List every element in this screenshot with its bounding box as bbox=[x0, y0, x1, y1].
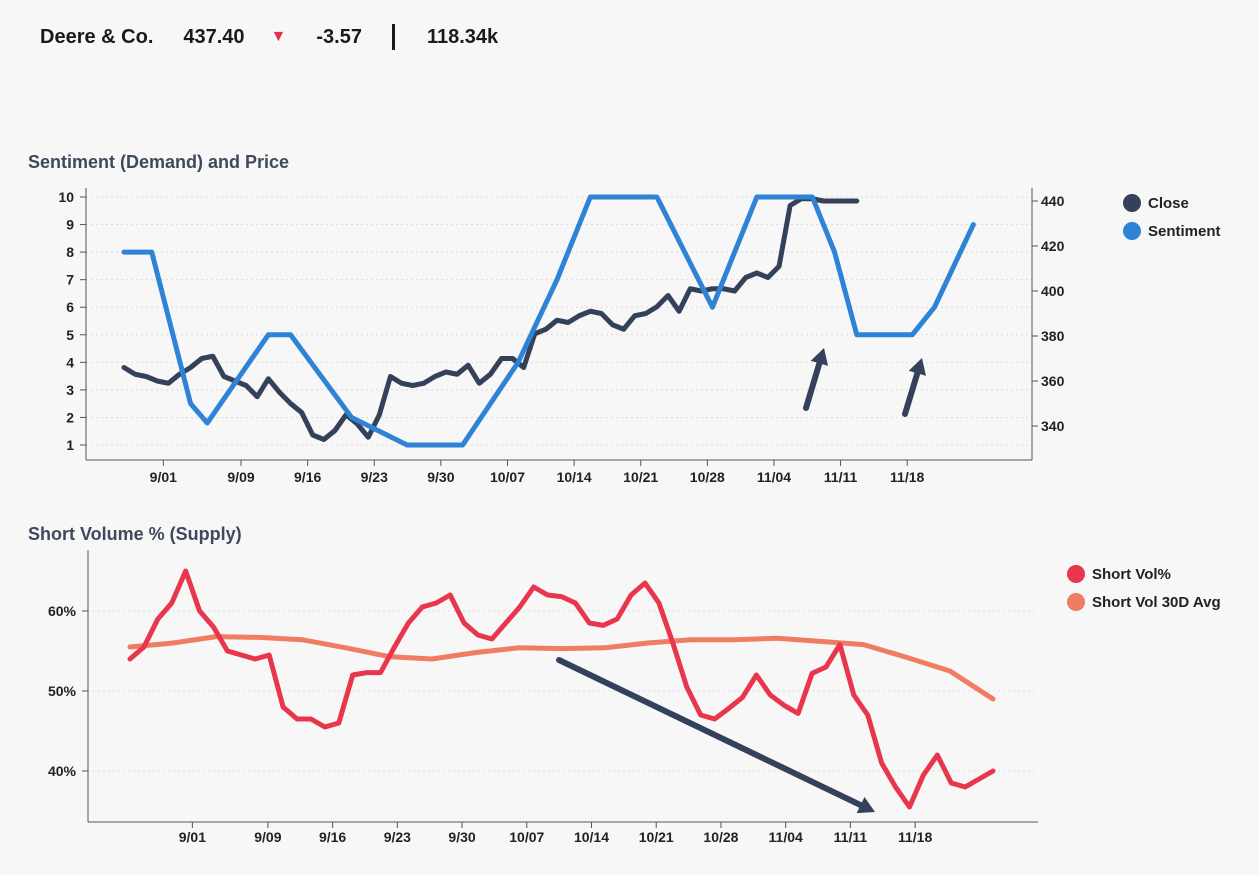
y-right-tick-label: 440 bbox=[1041, 193, 1065, 209]
x-tick-label: 9/09 bbox=[227, 469, 254, 485]
x-tick-label: 11/04 bbox=[769, 829, 803, 845]
down-triangle-icon: ▼ bbox=[270, 28, 287, 45]
last-price: 437.40 bbox=[183, 25, 245, 48]
y-left-tick-label: 8 bbox=[66, 244, 74, 260]
volume: 118.34k bbox=[426, 25, 499, 48]
x-tick-label: 11/11 bbox=[824, 469, 858, 485]
y-left-tick-label: 7 bbox=[66, 272, 74, 288]
x-tick-label: 10/14 bbox=[574, 829, 609, 845]
y-left-tick-label: 10 bbox=[58, 189, 74, 205]
y-left-tick-label: 3 bbox=[66, 382, 74, 398]
annotation-arrow-2-head bbox=[908, 358, 926, 376]
annotation-arrow-down bbox=[556, 657, 875, 814]
y-tick-label: 50% bbox=[48, 683, 77, 699]
x-tick-label: 9/16 bbox=[294, 469, 321, 485]
x-tick-label: 11/18 bbox=[898, 829, 932, 845]
y-left-tick-label: 1 bbox=[66, 437, 74, 453]
x-tick-label: 11/18 bbox=[890, 469, 924, 485]
annotation-arrow-2-shaft bbox=[902, 370, 921, 417]
short-volume-chart-title: Short Volume % (Supply) bbox=[28, 524, 242, 544]
y-left-tick-label: 2 bbox=[66, 409, 74, 425]
legend-label: Sentiment bbox=[1148, 223, 1221, 240]
y-right-tick-label: 340 bbox=[1041, 418, 1065, 434]
short-volume-chart: 40% 50% 60% 9/01 9/09 9/16 9/23 9/30 10/07 10/14 1… bbox=[48, 550, 1221, 845]
x-tick-label: 9/30 bbox=[448, 829, 475, 845]
x-tick-label: 11/11 bbox=[834, 829, 868, 845]
sentiment-series-line bbox=[121, 194, 976, 448]
ticker-header: Deere & Co. 437.40 ▼ -3.57 118.34k bbox=[40, 24, 498, 50]
close-series-line bbox=[121, 196, 860, 442]
y-left-tick-label: 5 bbox=[66, 327, 74, 343]
y-left-tick-label: 9 bbox=[66, 217, 74, 233]
y-tick-label: 60% bbox=[48, 603, 77, 619]
annotation-arrow-1 bbox=[803, 348, 829, 411]
x-tick-label: 9/01 bbox=[150, 469, 177, 485]
x-tick-label: 9/23 bbox=[361, 469, 388, 485]
annotation-arrow-1-shaft bbox=[803, 360, 823, 411]
x-tick-label: 9/23 bbox=[384, 829, 411, 845]
price-change: -3.57 bbox=[316, 25, 362, 48]
plot-area bbox=[88, 550, 1038, 822]
legend-marker bbox=[1123, 194, 1141, 212]
legend-marker bbox=[1067, 565, 1085, 583]
y-right-tick-label: 400 bbox=[1041, 283, 1065, 299]
y-left-tick-label: 6 bbox=[66, 299, 74, 315]
x-tick-label: 10/28 bbox=[703, 829, 738, 845]
legend-label: Short Vol 30D Avg bbox=[1092, 594, 1221, 611]
x-tick-label: 9/01 bbox=[179, 829, 206, 845]
y-tick-label: 40% bbox=[48, 763, 77, 779]
y-left-tick-label: 4 bbox=[66, 354, 74, 370]
y-right-tick-label: 420 bbox=[1041, 238, 1065, 254]
annotation-arrow-1-head bbox=[810, 348, 829, 366]
x-tick-label: 9/30 bbox=[427, 469, 454, 485]
x-tick-label: 11/04 bbox=[757, 469, 791, 485]
x-tick-label: 10/21 bbox=[639, 829, 674, 845]
x-tick-label: 10/28 bbox=[690, 469, 725, 485]
x-tick-label: 9/09 bbox=[254, 829, 281, 845]
company-name: Deere & Co. bbox=[40, 25, 154, 48]
x-tick-label: 9/16 bbox=[319, 829, 346, 845]
legend-marker bbox=[1123, 222, 1141, 240]
short-vol-avg-line bbox=[127, 634, 996, 702]
x-tick-label: 10/21 bbox=[623, 469, 658, 485]
annotation-arrow-down-head bbox=[856, 796, 875, 814]
annotation-arrow-down-shaft bbox=[556, 657, 864, 809]
sentiment-price-chart: 1 2 3 4 5 6 7 8 9 10 340 360 380 400 420 440 9/01 9/09 9/1… bbox=[58, 188, 1221, 485]
legend-label: Short Vol% bbox=[1092, 566, 1171, 583]
x-tick-label: 10/07 bbox=[490, 469, 525, 485]
y-right-tick-label: 360 bbox=[1041, 373, 1065, 389]
annotation-arrow-2 bbox=[902, 358, 926, 417]
x-tick-label: 10/07 bbox=[509, 829, 544, 845]
sentiment-chart-title: Sentiment (Demand) and Price bbox=[28, 152, 290, 172]
x-tick-label: 10/14 bbox=[557, 469, 592, 485]
plot-area bbox=[86, 188, 1032, 460]
legend-label: Close bbox=[1148, 195, 1189, 212]
short-vol-line bbox=[127, 568, 996, 810]
divider bbox=[391, 24, 395, 50]
legend-marker bbox=[1067, 593, 1085, 611]
y-right-tick-label: 380 bbox=[1041, 328, 1065, 344]
